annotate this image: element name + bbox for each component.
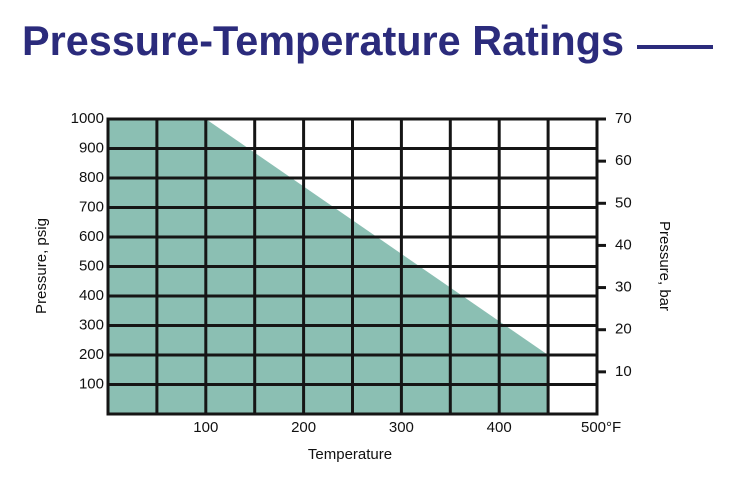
y-tick-label: 900 — [79, 139, 104, 156]
y-tick-label: 1000 — [71, 110, 104, 127]
y2-tick-label: 20 — [615, 321, 632, 338]
y-tick-label: 100 — [79, 375, 104, 392]
y-tick-label: 400 — [79, 287, 104, 304]
x-axis-label: Temperature — [308, 446, 392, 463]
y-tick-label: 300 — [79, 316, 104, 333]
y2-tick-label: 60 — [615, 152, 632, 169]
y2-tick-label: 50 — [615, 194, 632, 211]
y2-tick-label: 70 — [615, 110, 632, 127]
chart-title: Pressure-Temperature Ratings — [22, 17, 624, 64]
x-tick-label: 300 — [389, 419, 414, 436]
x-tick-label: 100 — [193, 419, 218, 436]
y-tick-label: 700 — [79, 198, 104, 215]
plot-frame — [106, 117, 599, 416]
y-tick-label: 800 — [79, 169, 104, 186]
y-tick-label: 600 — [79, 228, 104, 245]
x-tick-label: 500°F — [581, 419, 621, 436]
x-tick-label: 200 — [291, 419, 316, 436]
y2-tick-label: 10 — [615, 363, 632, 380]
y-tick-label: 200 — [79, 346, 104, 363]
y-tick-label: 500 — [79, 257, 104, 274]
y2-axis-label: Pressure, bar — [656, 221, 673, 311]
y2-tick-label: 30 — [615, 279, 632, 296]
x-tick-label: 400 — [487, 419, 512, 436]
y-axis-label: Pressure, psig — [33, 218, 50, 314]
y2-tick-label: 40 — [615, 236, 632, 253]
